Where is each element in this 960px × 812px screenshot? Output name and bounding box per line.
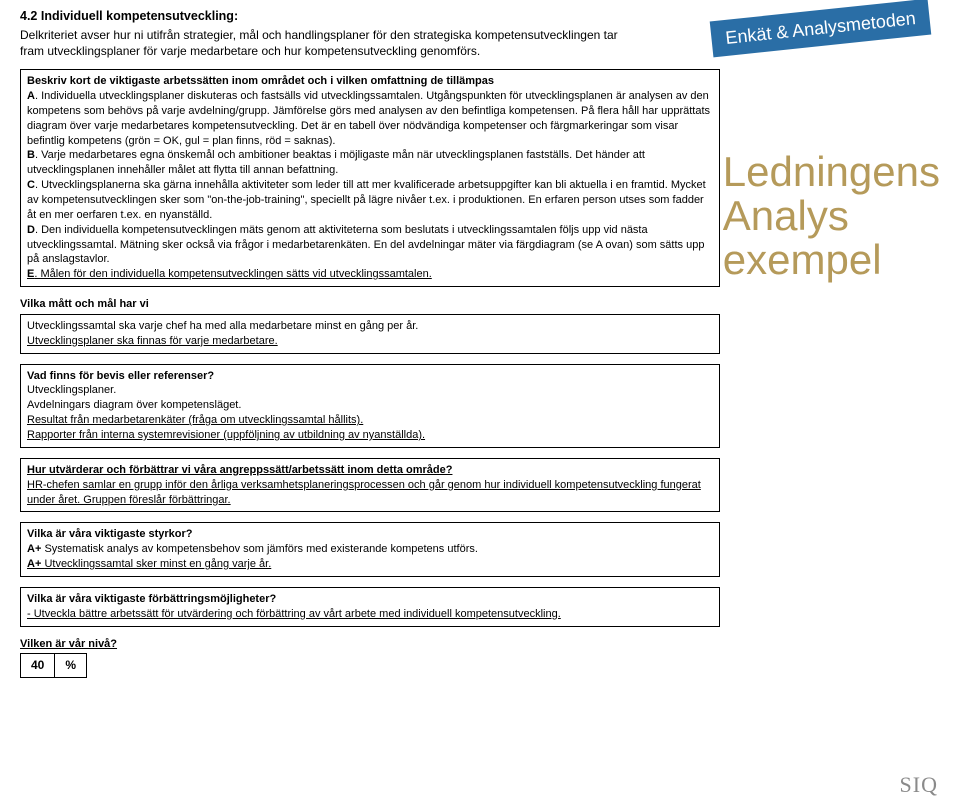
strength-2-text: Utvecklingssamtal sker minst en gång var… [44, 558, 271, 570]
strength-1: A+ Systematisk analys av kompetensbehov … [27, 542, 713, 557]
siq-logo: SIQ [900, 770, 938, 800]
side-title-line-2: Analys [723, 194, 940, 238]
box-measures-label: Vilka mått och mål har vi [20, 297, 720, 312]
answer-c: C. Utvecklingsplanerna ska gärna innehål… [27, 178, 713, 223]
box-strengths-question: Vilka är våra viktigaste styrkor? [27, 527, 713, 542]
improvement-line-1: - Utveckla bättre arbetssätt för utvärde… [27, 607, 713, 622]
box-describe-question: Beskriv kort de viktigaste arbetssätten … [27, 74, 713, 89]
strength-1-text: Systematisk analys av kompetensbehov som… [44, 543, 477, 555]
section-intro: Delkriteriet avser hur ni utifrån strate… [20, 27, 640, 59]
box-evaluate: Hur utvärderar och förbättrar vi våra an… [20, 458, 720, 513]
score-unit: % [55, 653, 87, 677]
side-title: Ledningens Analys exempel [723, 150, 940, 282]
box-evidence: Vad finns för bevis eller referenser? Ut… [20, 364, 720, 448]
answer-b-text: . Varje medarbetares egna önskemål och a… [27, 149, 645, 176]
box-measures: Utvecklingssamtal ska varje chef ha med … [20, 314, 720, 354]
answer-c-lead: C [27, 179, 35, 191]
box-describe: Beskriv kort de viktigaste arbetssätten … [20, 69, 720, 287]
strength-1-prefix: A+ [27, 543, 44, 555]
main-content: 4.2 Individuell kompetensutveckling: Del… [20, 8, 720, 678]
answer-d: D. Den individuella kompetensutvecklinge… [27, 223, 713, 268]
evidence-line-2: Avdelningars diagram över kompetensläget… [27, 398, 713, 413]
box-evidence-question: Vad finns för bevis eller referenser? [27, 369, 713, 384]
answer-d-text: . Den individuella kompetensutvecklingen… [27, 224, 704, 266]
answer-a: A. Individuella utvecklingsplaner diskut… [27, 89, 713, 148]
measures-line-1: Utvecklingssamtal ska varje chef ha med … [27, 319, 713, 334]
method-badge: Enkät & Analysmetoden [710, 0, 932, 58]
score-label: Vilken är vår nivå? [20, 637, 720, 652]
evidence-line-4: Rapporter från interna systemrevisioner … [27, 428, 713, 443]
box-evaluate-question: Hur utvärderar och förbättrar vi våra an… [27, 463, 713, 478]
score-value: 40 [20, 653, 55, 677]
strength-2: A+ Utvecklingssamtal sker minst en gång … [27, 557, 713, 572]
box-improvements-question: Vilka är våra viktigaste förbättringsmöj… [27, 592, 713, 607]
answer-b: B. Varje medarbetares egna önskemål och … [27, 148, 713, 178]
side-title-line-3: exempel [723, 238, 940, 282]
evidence-line-1: Utvecklingsplaner. [27, 383, 713, 398]
evaluate-line-1: HR-chefen samlar en grupp inför den årli… [27, 478, 713, 508]
answer-c-text: . Utvecklingsplanerna ska gärna innehåll… [27, 179, 706, 221]
answer-d-lead: D [27, 224, 35, 236]
answer-a-text: . Individuella utvecklingsplaner diskute… [27, 90, 710, 147]
section-heading: 4.2 Individuell kompetensutveckling: [20, 8, 720, 25]
answer-a-lead: A [27, 90, 35, 102]
answer-b-lead: B [27, 149, 35, 161]
box-strengths: Vilka är våra viktigaste styrkor? A+ Sys… [20, 522, 720, 577]
score-row: 40 % [20, 653, 720, 677]
measures-line-2: Utvecklingsplaner ska finnas för varje m… [27, 334, 713, 349]
side-title-line-1: Ledningens [723, 150, 940, 194]
answer-e: E. Målen för den individuella kompetensu… [27, 267, 713, 282]
evidence-line-3: Resultat från medarbetarenkäter (fråga o… [27, 413, 713, 428]
strength-2-prefix: A+ [27, 558, 44, 570]
answer-e-text: . Målen för den individuella kompetensut… [34, 268, 431, 280]
box-improvements: Vilka är våra viktigaste förbättringsmöj… [20, 587, 720, 627]
